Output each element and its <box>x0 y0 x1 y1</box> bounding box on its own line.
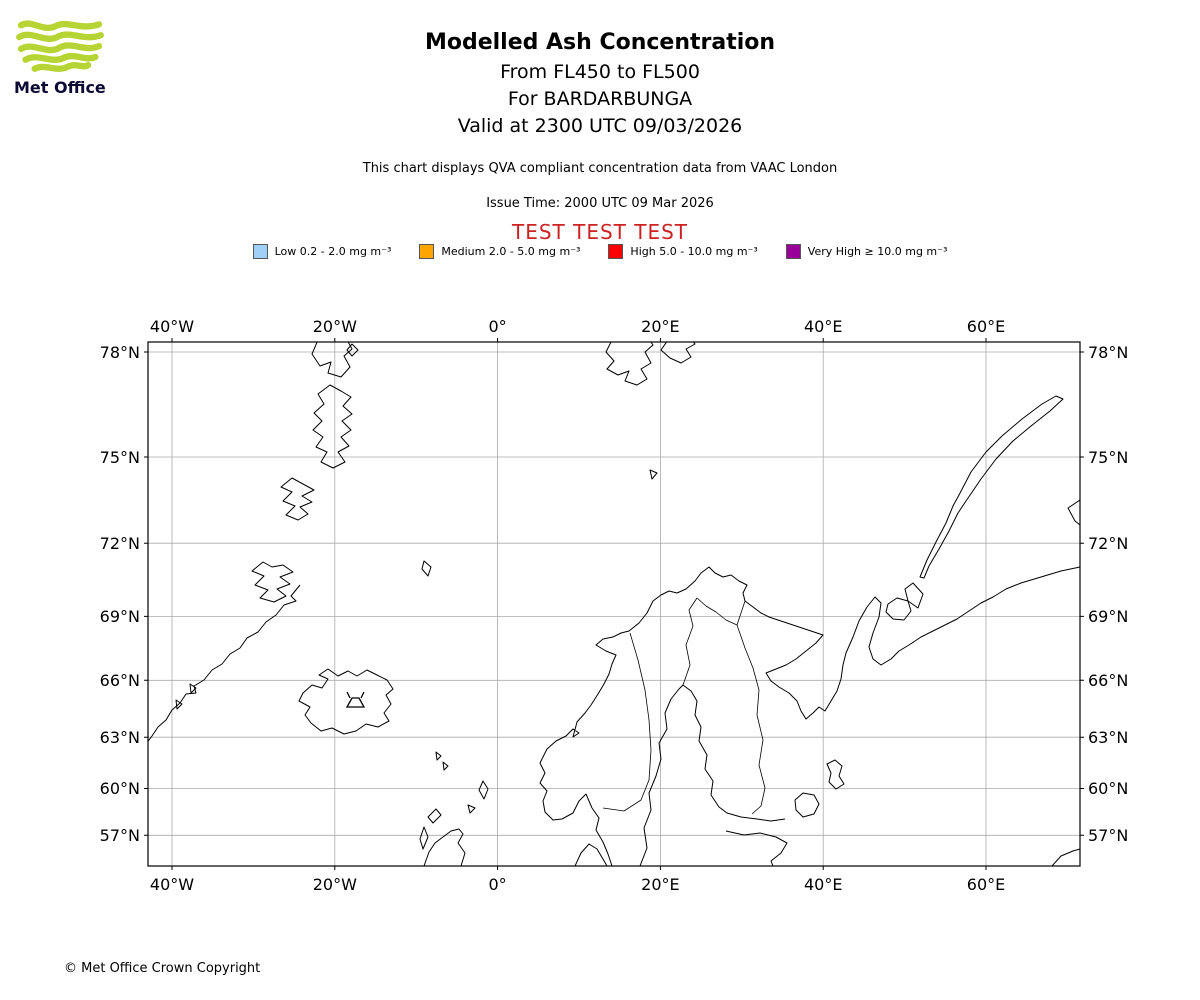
coastline-greenland-scoresby <box>251 561 294 603</box>
volcano-name: For BARDARBUNGA <box>507 88 693 110</box>
lon-label-top-40w: 40°W <box>150 317 194 336</box>
issue-time: Issue Time: 2000 UTC 09 Mar 2026 <box>486 196 714 211</box>
coastline-greenland-islets <box>175 683 197 710</box>
lat-label-left-63: 63°N <box>100 728 140 747</box>
lat-label-right-66: 66°N <box>1088 671 1128 690</box>
flight-level-range: From FL450 to FL500 <box>500 61 700 83</box>
lat-label-left-66: 66°N <box>100 671 140 690</box>
coastline-greenland-islet <box>346 343 359 357</box>
legend-swatch-very-high <box>785 244 801 259</box>
lat-label-right-72: 72°N <box>1088 534 1128 553</box>
border-finland-russia <box>736 600 766 815</box>
test-banner: TEST TEST TEST <box>511 220 688 244</box>
national-borders <box>602 597 766 815</box>
met-office-logo: Met Office <box>14 18 124 97</box>
coastline-svalbard-east <box>660 342 696 364</box>
lon-label-top-40e: 40°E <box>804 317 842 336</box>
lat-label-left-72: 72°N <box>100 534 140 553</box>
legend-swatch-high <box>608 244 624 259</box>
coastline-jan-mayen <box>421 560 432 577</box>
legend-swatch-medium <box>419 244 435 259</box>
legend-label-low: Low 0.2 - 2.0 mg m⁻³ <box>274 245 392 258</box>
coastline-faroes <box>435 751 449 771</box>
lat-label-right-78: 78°N <box>1088 343 1128 362</box>
grid-lines <box>148 342 1080 866</box>
coastline-orkney <box>467 804 476 814</box>
legend-item-low: Low 0.2 - 2.0 mg m⁻³ <box>252 244 392 259</box>
coastline-lewis <box>427 808 442 824</box>
coastline-bottom-right <box>1051 848 1080 866</box>
legend-label-high: High 5.0 - 10.0 mg m⁻³ <box>630 245 758 258</box>
lat-labels-left: 78°N 75°N 72°N 69°N 66°N 63°N 60°N 57°N <box>100 343 140 845</box>
valid-time: Valid at 2300 UTC 09/03/2026 <box>457 115 743 137</box>
legend-item-very-high: Very High ≥ 10.0 mg m⁻³ <box>785 244 948 259</box>
lon-labels-top: 40°W 20°W 0° 20°E 40°E 60°E <box>150 317 1005 336</box>
lake-ladoga <box>794 792 820 818</box>
volcano-icon <box>345 691 366 708</box>
lake-onega <box>826 759 845 790</box>
lat-label-right-57: 57°N <box>1088 826 1128 845</box>
copyright: © Met Office Crown Copyright <box>64 961 261 976</box>
lon-label-top-60e: 60°E <box>967 317 1005 336</box>
coastline-greenland-east <box>312 384 353 469</box>
lon-label-bottom-60e: 60°E <box>967 875 1005 894</box>
lat-label-left-57: 57°N <box>100 826 140 845</box>
coastline-novaya-zemlya <box>919 395 1064 579</box>
chart-title: Modelled Ash Concentration <box>424 30 776 55</box>
coastlines <box>148 342 1080 866</box>
lon-label-bottom-20e: 20°E <box>641 875 679 894</box>
coastline-baltic-bothnia <box>639 684 786 866</box>
lon-label-bottom-20w: 20°W <box>313 875 357 894</box>
lon-labels-bottom: 40°W 20°W 0° 20°E 40°E 60°E <box>150 875 1005 894</box>
axis-ticks <box>144 338 1084 870</box>
legend-item-medium: Medium 2.0 - 5.0 mg m⁻³ <box>419 244 580 259</box>
coastline-iceland <box>298 668 394 735</box>
coastline-greenland-fjords <box>280 477 315 521</box>
lat-label-right-69: 69°N <box>1088 607 1128 626</box>
lon-label-bottom-40e: 40°E <box>804 875 842 894</box>
met-office-logo-waves <box>16 20 104 72</box>
met-office-logo-text: Met Office <box>14 78 106 97</box>
coastline-greenland-north <box>311 342 353 378</box>
lat-labels-right: 78°N 75°N 72°N 69°N 66°N 63°N 60°N 57°N <box>1088 343 1128 845</box>
map-frame <box>147 341 1081 867</box>
coastline-sweden-west <box>591 807 613 866</box>
legend-label-medium: Medium 2.0 - 5.0 mg m⁻³ <box>441 245 581 258</box>
qva-description: This chart displays QVA compliant concen… <box>362 161 838 176</box>
coastline-denmark <box>574 843 608 866</box>
lon-label-top-20w: 20°W <box>313 317 357 336</box>
coastline-hebrides <box>419 826 429 850</box>
lon-label-top-0: 0° <box>489 317 507 336</box>
coastline-kolguyev <box>885 597 912 621</box>
legend-swatch-low <box>252 244 268 259</box>
lat-label-right-60: 60°N <box>1088 779 1128 798</box>
lon-label-bottom-40w: 40°W <box>150 875 194 894</box>
legend-item-high: High 5.0 - 10.0 mg m⁻³ <box>608 244 758 259</box>
border-norway-sweden <box>602 632 652 812</box>
legend-label-very-high: Very High ≥ 10.0 mg m⁻³ <box>807 245 948 258</box>
lon-label-bottom-0: 0° <box>489 875 507 894</box>
concentration-legend: Low 0.2 - 2.0 mg m⁻³ Medium 2.0 - 5.0 mg… <box>0 244 1200 259</box>
coastline-svalbard-west <box>605 342 654 386</box>
lon-label-top-20e: 20°E <box>641 317 679 336</box>
coastline-scandinavia-north <box>539 566 1080 821</box>
coastline-vaygach <box>904 582 924 609</box>
coastline-bear-island <box>649 469 658 480</box>
chart-header: Modelled Ash Concentration From FL450 to… <box>0 30 1200 244</box>
coastline-estonia <box>725 830 788 866</box>
lat-label-right-63: 63°N <box>1088 728 1128 747</box>
coastline-shetland <box>478 780 489 800</box>
coastline-greenland-southeast <box>148 584 301 743</box>
lat-label-left-75: 75°N <box>100 448 140 467</box>
lat-label-left-69: 69°N <box>100 607 140 626</box>
coastline-yamal-fragment <box>1067 499 1080 526</box>
lat-label-left-78: 78°N <box>100 343 140 362</box>
lat-label-right-75: 75°N <box>1088 448 1128 467</box>
border-norway-finland <box>696 597 738 626</box>
coastline-scotland <box>423 828 466 866</box>
border-finland-sweden <box>682 597 698 686</box>
lat-label-left-60: 60°N <box>100 779 140 798</box>
